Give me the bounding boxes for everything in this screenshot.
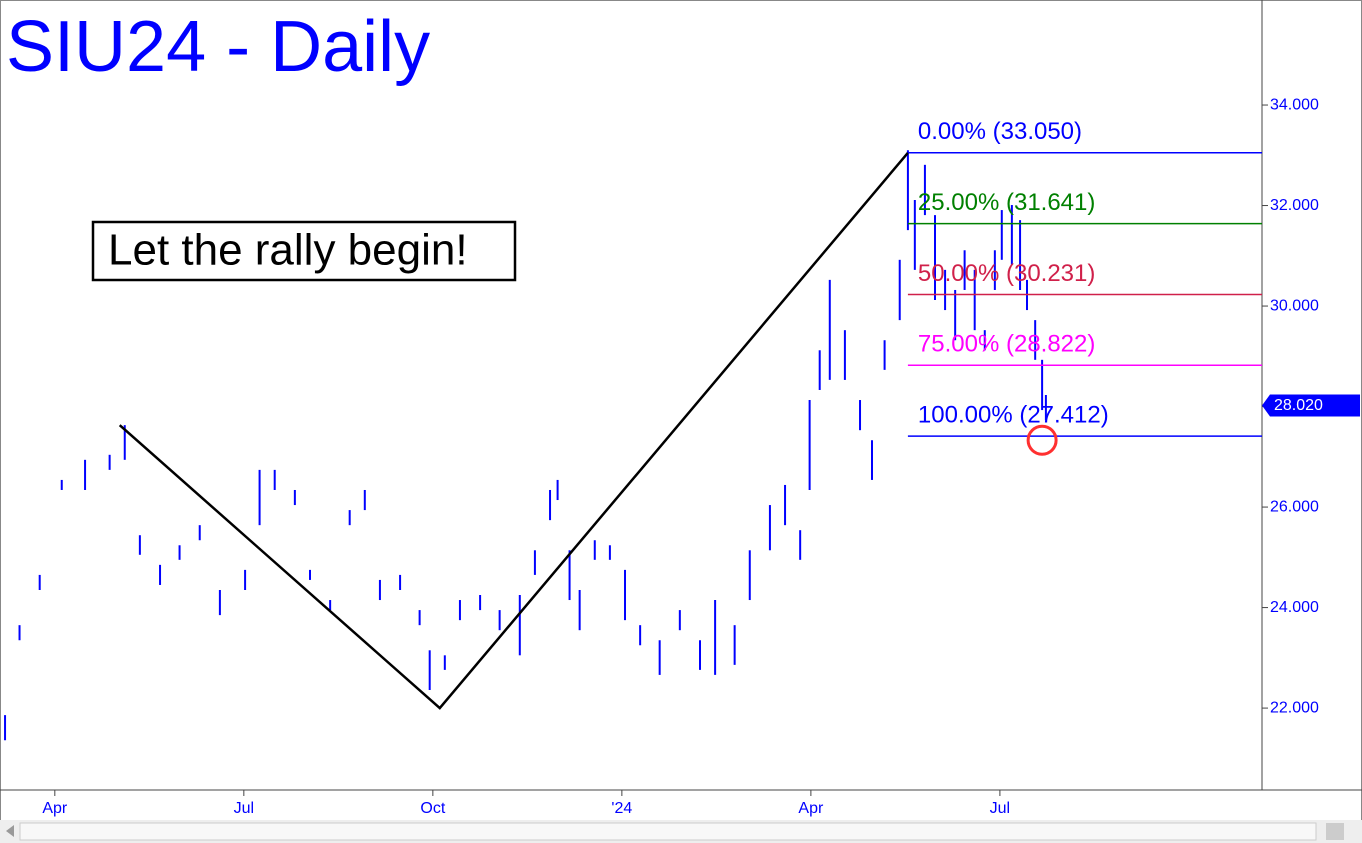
chart-title: SIU24 - Daily bbox=[6, 7, 430, 87]
y-tick-label: 26.000 bbox=[1270, 498, 1319, 515]
x-tick-label: Apr bbox=[42, 800, 68, 817]
annotation: Let the rally begin! bbox=[108, 226, 468, 275]
y-tick-label: 30.000 bbox=[1270, 297, 1319, 314]
scroll-thumb[interactable] bbox=[1326, 823, 1344, 840]
x-tick-label: '24 bbox=[611, 800, 632, 817]
y-tick-label: 34.000 bbox=[1270, 96, 1319, 113]
marker-circle bbox=[1026, 424, 1058, 456]
fib-label: 50.00% (30.231) bbox=[918, 260, 1095, 287]
y-tick-label: 24.000 bbox=[1270, 599, 1319, 616]
x-tick-label: Oct bbox=[420, 800, 445, 817]
scroll-left[interactable] bbox=[6, 825, 14, 837]
x-tick-label: Jul bbox=[990, 800, 1010, 817]
fib-label: 0.00% (33.050) bbox=[918, 118, 1082, 145]
scrollbar-track[interactable] bbox=[19, 822, 1317, 841]
y-tick-label: 32.000 bbox=[1270, 197, 1319, 214]
last-price-label: 28.020 bbox=[1274, 397, 1323, 414]
x-tick-label: Apr bbox=[798, 800, 824, 817]
trendline bbox=[118, 151, 909, 710]
y-tick-label: 22.000 bbox=[1270, 699, 1319, 716]
fib-label: 100.00% (27.412) bbox=[918, 401, 1109, 428]
fib-label: 75.00% (28.822) bbox=[918, 331, 1095, 358]
last-price-tag bbox=[1262, 394, 1360, 417]
fib-label: 25.00% (31.641) bbox=[918, 189, 1095, 216]
annotation-box bbox=[91, 220, 517, 282]
x-tick-label: Jul bbox=[234, 800, 254, 817]
